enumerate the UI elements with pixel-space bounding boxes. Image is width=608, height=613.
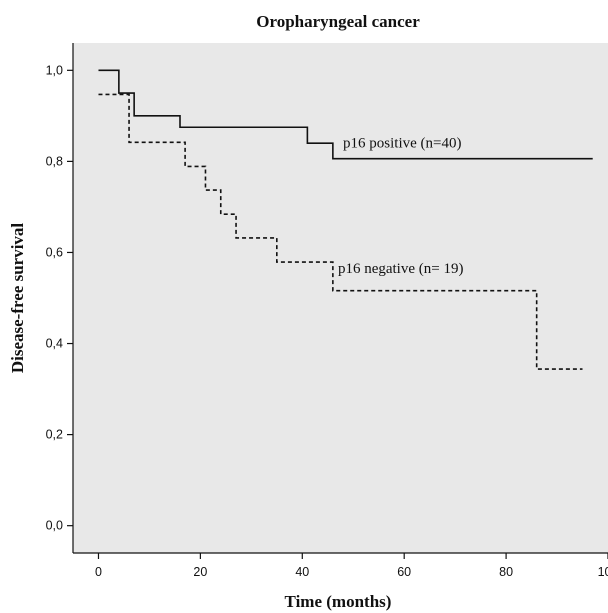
x-tick-label: 100	[598, 565, 608, 579]
series-line-p16-positive	[98, 69, 593, 160]
series-labels: p16 positive (n=40) p16 negative (n= 19)	[338, 136, 464, 277]
plot-area	[73, 43, 608, 553]
y-tick-label: 0,2	[46, 428, 63, 442]
series-label-p16-negative: p16 negative (n= 19)	[338, 261, 464, 277]
x-tick-label: 0	[95, 565, 102, 579]
y-tick-label: 0,8	[46, 154, 63, 168]
y-tick-label: 0,0	[46, 519, 63, 533]
y-tick-label: 1,0	[46, 63, 63, 77]
x-tick-label: 80	[499, 565, 513, 579]
x-ticks: 0 20 40 60 80 100	[95, 553, 608, 579]
x-tick-label: 40	[295, 565, 309, 579]
series-layer	[98, 69, 593, 370]
y-tick-label: 0,6	[46, 245, 63, 259]
x-tick-label: 20	[193, 565, 207, 579]
x-tick-label: 60	[397, 565, 411, 579]
x-axis-label: Time (months)	[285, 592, 392, 611]
y-ticks: 0,0 0,2 0,4 0,6 0,8 1,0	[46, 63, 73, 533]
chart-title: Oropharyngeal cancer	[256, 12, 420, 31]
y-axis-label: Disease-free survival	[8, 223, 27, 374]
series-label-p16-positive: p16 positive (n=40)	[343, 136, 461, 152]
y-tick-label: 0,4	[46, 337, 63, 351]
series-line-p16-negative	[98, 93, 583, 370]
